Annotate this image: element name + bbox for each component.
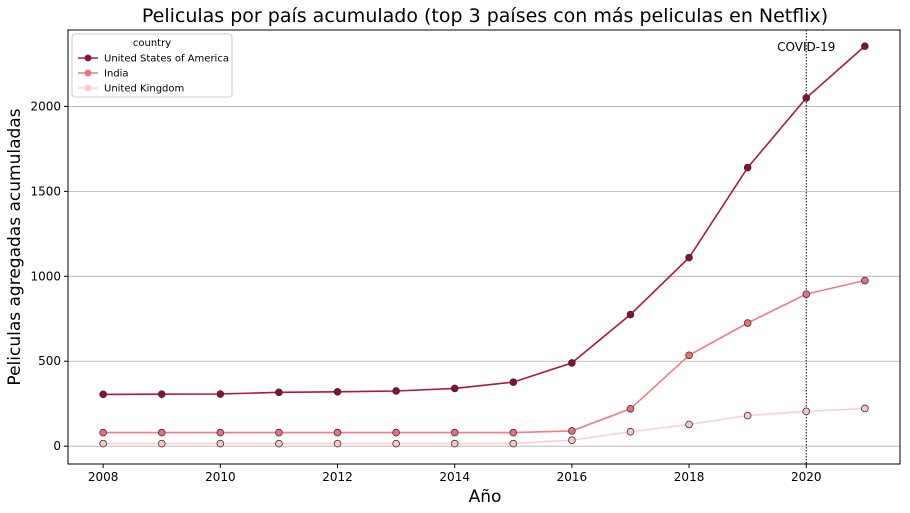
data-point xyxy=(392,439,400,448)
data-point xyxy=(509,439,518,448)
data-point xyxy=(743,411,752,420)
data-point xyxy=(626,427,635,436)
data-point xyxy=(216,439,225,448)
data-point xyxy=(392,428,400,437)
data-point xyxy=(568,427,576,435)
data-point xyxy=(99,428,107,437)
data-point xyxy=(861,42,869,50)
legend-swatch-marker xyxy=(84,54,92,62)
plot-frame xyxy=(67,29,901,465)
data-point xyxy=(861,404,869,413)
data-point xyxy=(216,428,225,437)
x-tick-label: 2020 xyxy=(791,470,822,484)
data-point xyxy=(626,310,635,319)
data-point xyxy=(333,388,342,396)
legend-box xyxy=(71,33,233,98)
x-tick-label: 2008 xyxy=(88,470,119,484)
data-point xyxy=(802,94,811,102)
y-tick-label: 1500 xyxy=(30,184,61,198)
chart-title: Peliculas por país acumulado (top 3 país… xyxy=(142,5,828,27)
x-tick-label: 2010 xyxy=(205,470,236,484)
legend-label: United States of America xyxy=(104,54,229,65)
data-point xyxy=(333,439,342,448)
x-tick-label: 2016 xyxy=(557,470,588,484)
data-point xyxy=(450,428,459,437)
series-line xyxy=(103,45,866,396)
data-point xyxy=(392,387,400,395)
data-point xyxy=(157,428,166,437)
data-point xyxy=(743,319,752,327)
data-point xyxy=(157,439,166,448)
series-layer xyxy=(99,42,869,448)
y-axis: 0 500 1000 1500 2000 xyxy=(30,99,68,453)
data-point xyxy=(275,428,283,437)
covid-label: COVID-19 xyxy=(777,40,835,54)
data-point xyxy=(275,439,283,448)
series-line xyxy=(103,407,865,445)
legend-label: United Kingdom xyxy=(104,84,184,95)
legend-label: India xyxy=(104,69,129,80)
data-point xyxy=(509,378,518,386)
legend-swatch-marker xyxy=(84,69,92,77)
legend: country United States of America India Unit… xyxy=(71,33,233,98)
data-point xyxy=(685,351,693,360)
data-point xyxy=(157,390,166,398)
y-tick-label: 0 xyxy=(53,439,61,453)
y-axis-title: Peliculas agregadas acumuladas xyxy=(5,108,25,385)
series-line xyxy=(103,279,865,434)
data-point xyxy=(685,420,693,429)
annotations: COVID-19 xyxy=(777,30,835,464)
y-tick-label: 2000 xyxy=(30,99,61,113)
data-point xyxy=(802,407,811,416)
data-point xyxy=(743,163,752,172)
y-tick-label: 1000 xyxy=(30,269,61,283)
grid-lines xyxy=(68,106,900,447)
legend-title: country xyxy=(133,38,171,49)
data-point xyxy=(333,428,342,437)
series-0 xyxy=(99,42,869,399)
x-axis: 2008 2010 2012 2014 2016 2018 2020 xyxy=(88,464,822,484)
x-axis-title: Año xyxy=(469,487,502,507)
data-point xyxy=(275,388,283,397)
data-point xyxy=(685,253,693,262)
x-tick-label: 2018 xyxy=(674,470,705,484)
data-point xyxy=(99,390,107,399)
x-tick-label: 2012 xyxy=(322,470,353,484)
series-2 xyxy=(99,404,869,448)
data-point xyxy=(450,384,459,393)
x-tick-label: 2014 xyxy=(439,470,470,484)
data-point xyxy=(509,428,518,437)
data-point xyxy=(861,276,869,285)
data-point xyxy=(216,390,225,398)
data-point xyxy=(568,436,576,445)
data-point xyxy=(626,404,635,413)
data-point xyxy=(802,290,811,298)
data-point xyxy=(568,359,576,367)
legend-swatch-marker xyxy=(84,84,92,92)
y-tick-label: 500 xyxy=(38,354,61,368)
data-point xyxy=(99,439,107,448)
series-1 xyxy=(99,276,869,437)
data-point xyxy=(450,439,459,448)
